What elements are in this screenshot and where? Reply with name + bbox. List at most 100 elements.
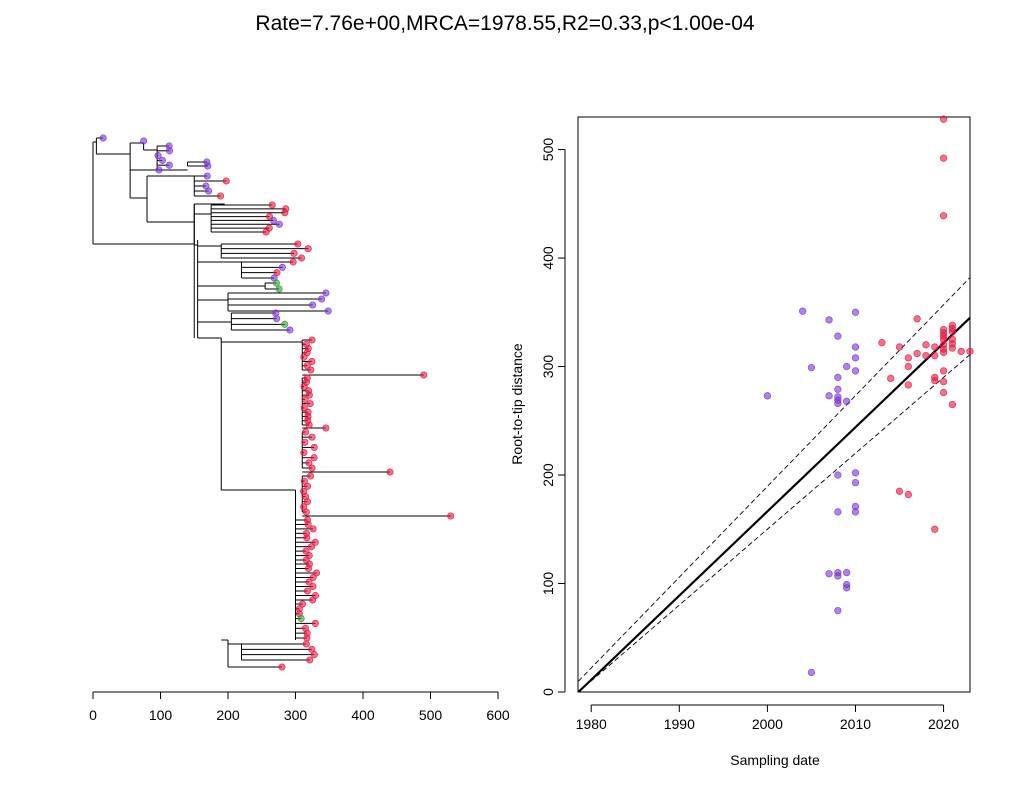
regression-line [577,316,971,693]
tree-tip [307,543,315,551]
tree-tip [286,326,294,334]
tree-tip [309,301,317,309]
data-point [948,328,957,336]
tree-tip [222,177,230,185]
data-point [834,332,842,340]
tree-tip [300,449,308,457]
tree-tip [322,424,330,432]
tree-tip [278,663,286,671]
tree-tip [204,162,212,170]
x-tick-label: 2000 [752,716,783,732]
tree-tip [305,459,313,467]
data-point [887,374,895,383]
tree-x-tick-label: 600 [486,707,510,723]
tree-tip [165,147,174,155]
tree-tip [306,656,314,664]
tree-tip [165,161,173,169]
tree-tip [158,156,166,164]
tree-tip [216,192,225,200]
tree-tip [302,508,310,516]
tree-tip [311,619,319,627]
x-tick-label: 2010 [840,716,871,732]
x-axis-title: Sampling date [730,752,820,768]
tree-tip [309,582,317,591]
data-point [834,399,842,408]
data-point [931,343,939,351]
data-point [913,349,921,358]
data-point [851,354,860,362]
data-point [931,352,939,360]
tree-tip [308,464,316,472]
x-tick-label: 2020 [928,716,959,732]
data-point [957,347,965,355]
tree-tip [299,600,307,608]
data-point [966,347,974,355]
tree-tip [303,498,311,506]
data-point [939,378,948,386]
tree-tip [301,428,310,436]
tree-tip [268,201,276,209]
tree-tip [300,477,308,485]
data-point [834,373,842,382]
tree-tip [304,564,313,573]
x-tick-label: 1990 [664,716,695,732]
data-point [825,316,833,324]
tree-tip [205,187,213,195]
tree-tip [322,289,330,297]
tree-tip [154,152,162,160]
y-tick-label: 0 [540,688,556,696]
tree-tip [303,534,311,542]
tree-x-tick-label: 300 [284,707,308,723]
tree-tip [303,587,312,595]
tree-tip [307,472,315,480]
tree-tip [310,651,318,659]
tree-tip [306,400,314,408]
data-point [939,212,948,220]
scatter-panel: 1980 1990 2000 2010 2020 0 100 200 300 400 500 Sam… [509,115,974,768]
data-point [834,572,842,580]
tree-tip [203,172,211,180]
scatter-points [763,115,974,677]
tree-tip [308,357,316,365]
tree-tip [301,438,309,446]
tree-tip [298,254,306,262]
upper-confidence-line [578,277,971,682]
tree-tip [308,336,316,344]
data-point [913,315,921,323]
tree-tip [308,433,316,441]
regression-lines [577,277,971,693]
tree-tip [309,596,317,604]
tree-tips [99,134,455,671]
tree-tip [278,263,286,271]
data-point [904,362,912,371]
tree-tip [302,640,310,648]
tree-tip [310,454,318,462]
tree-tip [310,443,318,451]
data-point [931,525,939,533]
data-point [843,569,851,577]
data-point [843,584,851,592]
tree-tip [309,525,317,533]
data-point [922,352,930,360]
tree-x-tick-label: 200 [216,707,240,723]
data-point [939,115,948,123]
y-tick-label: 300 [540,355,556,379]
tree-tip [305,421,313,429]
data-point [878,339,886,347]
tree-tip [300,353,308,361]
scatter-axes: 1980 1990 2000 2010 2020 0 100 200 300 400 500 [540,138,959,732]
tree-tip [297,615,305,623]
tree-tip [447,512,455,520]
data-point [939,367,948,375]
tree-tip [275,220,283,228]
data-point [904,490,912,499]
data-point [895,487,904,495]
data-point [939,348,948,357]
tree-tip [311,538,319,546]
data-point [931,376,939,385]
data-point [798,307,807,315]
data-point [851,367,860,375]
data-point [834,508,842,516]
tree-tip [281,209,289,217]
